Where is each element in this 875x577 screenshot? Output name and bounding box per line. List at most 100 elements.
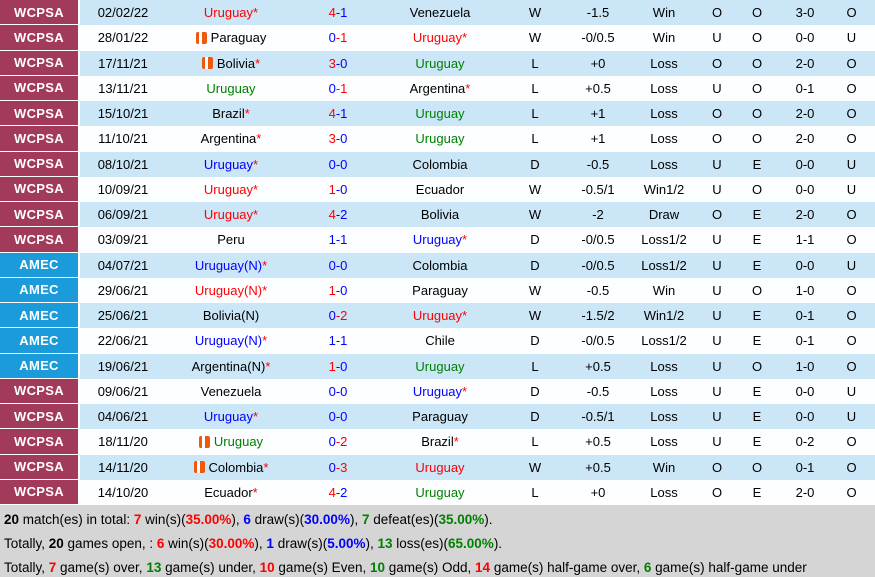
match-row[interactable]: WCPSA 28/01/22 Paraguay 0 -1 Uruguay * W -0/0.5 W… — [0, 25, 875, 51]
away-team[interactable]: Colombia — [380, 252, 500, 278]
away-team[interactable]: Uruguay — [380, 50, 500, 76]
league-badge: WCPSA — [0, 50, 80, 76]
home-team[interactable]: Uruguay * — [166, 202, 296, 228]
match-row[interactable]: AMEC 04/07/21 Uruguay(N) * 0 -0 Colombia D -0/0.… — [0, 252, 875, 278]
result-letter: D — [500, 378, 570, 404]
favorite-star: * — [462, 30, 468, 46]
away-team[interactable]: Uruguay — [380, 126, 500, 152]
result-letter: L — [500, 479, 570, 505]
result-letter: D — [500, 328, 570, 354]
home-team[interactable]: Bolivia * — [166, 50, 296, 76]
half-over-under: O — [828, 0, 875, 26]
match-row[interactable]: WCPSA 14/10/20 Ecuador * 4 -2 Uruguay L +0 Loss O E… — [0, 479, 875, 505]
over-under: U — [702, 429, 732, 455]
half-time-score: 0-0 — [782, 378, 828, 404]
away-team[interactable]: Uruguay * — [380, 303, 500, 329]
match-row[interactable]: WCPSA 09/06/21 Venezuela 0 -0 Uruguay * D -0.5 Lo… — [0, 378, 875, 404]
favorite-star: * — [253, 156, 259, 172]
away-team[interactable]: Uruguay * — [380, 378, 500, 404]
away-team[interactable]: Argentina * — [380, 75, 500, 101]
match-row[interactable]: WCPSA 03/09/21 Peru 1 -1 Uruguay * D -0/0.5 Loss1… — [0, 227, 875, 253]
half-time-score: 2-0 — [782, 50, 828, 76]
home-team[interactable]: Uruguay * — [166, 176, 296, 202]
match-date: 03/09/21 — [80, 227, 166, 253]
result-letter: D — [500, 151, 570, 177]
home-team[interactable]: Uruguay — [166, 75, 296, 101]
odd-even: O — [732, 50, 782, 76]
match-row[interactable]: WCPSA 06/09/21 Uruguay * 4 -2 Bolivia W -2 Draw O E… — [0, 202, 875, 228]
league-badge: WCPSA — [0, 126, 80, 152]
away-team[interactable]: Uruguay — [380, 101, 500, 127]
team-icon — [198, 435, 210, 448]
home-team[interactable]: Uruguay * — [166, 0, 296, 26]
full-time-score: 1 -1 — [296, 328, 380, 354]
away-team[interactable]: Brazil * — [380, 429, 500, 455]
home-team[interactable]: Argentina(N) * — [166, 353, 296, 379]
handicap-line: -0.5 — [570, 277, 626, 303]
handicap-line: +0 — [570, 50, 626, 76]
away-team[interactable]: Chile — [380, 328, 500, 354]
match-row[interactable]: AMEC 22/06/21 Uruguay(N) * 1 -1 Chile D -0/0.5 Lo… — [0, 328, 875, 354]
match-row[interactable]: WCPSA 18/11/20 Uruguay 0 -2 Brazil * L +0.5 Loss U… — [0, 429, 875, 455]
favorite-star: * — [462, 308, 468, 324]
away-team[interactable]: Uruguay * — [380, 25, 500, 51]
home-team[interactable]: Uruguay(N) * — [166, 277, 296, 303]
favorite-star: * — [253, 409, 259, 425]
home-team[interactable]: Peru — [166, 227, 296, 253]
result-letter: L — [500, 75, 570, 101]
match-row[interactable]: WCPSA 04/06/21 Uruguay * 0 -0 Paraguay D -0.5/1 L… — [0, 404, 875, 430]
half-time-score: 3-0 — [782, 0, 828, 26]
match-row[interactable]: AMEC 25/06/21 Bolivia(N) 0 -2 Uruguay * W -1.5/2… — [0, 303, 875, 329]
home-team[interactable]: Uruguay(N) * — [166, 328, 296, 354]
home-team[interactable]: Colombia * — [166, 454, 296, 480]
handicap-result: Loss — [626, 75, 702, 101]
match-row[interactable]: WCPSA 02/02/22 Uruguay * 4 -1 Venezuela W -1.5 Wi… — [0, 0, 875, 26]
home-team[interactable]: Uruguay * — [166, 151, 296, 177]
home-team[interactable]: Brazil * — [166, 101, 296, 127]
full-time-score: 4 -1 — [296, 101, 380, 127]
over-under: U — [702, 353, 732, 379]
match-date: 14/10/20 — [80, 479, 166, 505]
match-row[interactable]: WCPSA 11/10/21 Argentina * 3 -0 Uruguay L +1 Loss… — [0, 126, 875, 152]
head-to-head-table: WCPSA 02/02/22 Uruguay * 4 -1 Venezuela W -1.5 Wi… — [0, 0, 875, 505]
handicap-line: -0.5 — [570, 151, 626, 177]
home-team[interactable]: Paraguay — [166, 25, 296, 51]
match-row[interactable]: AMEC 19/06/21 Argentina(N) * 1 -0 Uruguay L +0.5… — [0, 353, 875, 379]
away-team[interactable]: Colombia — [380, 151, 500, 177]
home-team[interactable]: Uruguay * — [166, 404, 296, 430]
half-time-score: 0-0 — [782, 151, 828, 177]
half-time-score: 1-0 — [782, 277, 828, 303]
away-team[interactable]: Venezuela — [380, 0, 500, 26]
half-time-score: 2-0 — [782, 126, 828, 152]
league-badge: WCPSA — [0, 479, 80, 505]
over-under: U — [702, 328, 732, 354]
match-row[interactable]: WCPSA 10/09/21 Uruguay * 1 -0 Ecuador W -0.5/1 Wi… — [0, 176, 875, 202]
match-row[interactable]: WCPSA 08/10/21 Uruguay * 0 -0 Colombia D -0.5 Los… — [0, 151, 875, 177]
home-team[interactable]: Bolivia(N) — [166, 303, 296, 329]
home-team[interactable]: Uruguay(N) * — [166, 252, 296, 278]
match-row[interactable]: WCPSA 14/11/20 Colombia * 0 -3 Uruguay W +0.5 Win… — [0, 454, 875, 480]
match-row[interactable]: WCPSA 13/11/21 Uruguay 0 -1 Argentina * L +0.5 Lo… — [0, 75, 875, 101]
home-team[interactable]: Uruguay — [166, 429, 296, 455]
match-row[interactable]: WCPSA 17/11/21 Bolivia * 3 -0 Uruguay L +0 Loss O O… — [0, 50, 875, 76]
match-date: 11/10/21 — [80, 126, 166, 152]
handicap-line: -0.5 — [570, 378, 626, 404]
away-team[interactable]: Ecuador — [380, 176, 500, 202]
home-team[interactable]: Argentina * — [166, 126, 296, 152]
home-team[interactable]: Venezuela — [166, 378, 296, 404]
match-row[interactable]: WCPSA 15/10/21 Brazil * 4 -1 Uruguay L +1 Loss O O 2… — [0, 101, 875, 127]
away-team[interactable]: Uruguay — [380, 479, 500, 505]
half-over-under: U — [828, 252, 875, 278]
away-team[interactable]: Paraguay — [380, 404, 500, 430]
team-icon — [195, 31, 207, 44]
odd-even: O — [732, 126, 782, 152]
away-team[interactable]: Uruguay — [380, 454, 500, 480]
away-team[interactable]: Uruguay * — [380, 227, 500, 253]
match-row[interactable]: AMEC 29/06/21 Uruguay(N) * 1 -0 Paraguay W -0.5 W… — [0, 277, 875, 303]
away-team[interactable]: Bolivia — [380, 202, 500, 228]
handicap-line: -0/0.5 — [570, 328, 626, 354]
odd-even: O — [732, 454, 782, 480]
away-team[interactable]: Paraguay — [380, 277, 500, 303]
home-team[interactable]: Ecuador * — [166, 479, 296, 505]
away-team[interactable]: Uruguay — [380, 353, 500, 379]
